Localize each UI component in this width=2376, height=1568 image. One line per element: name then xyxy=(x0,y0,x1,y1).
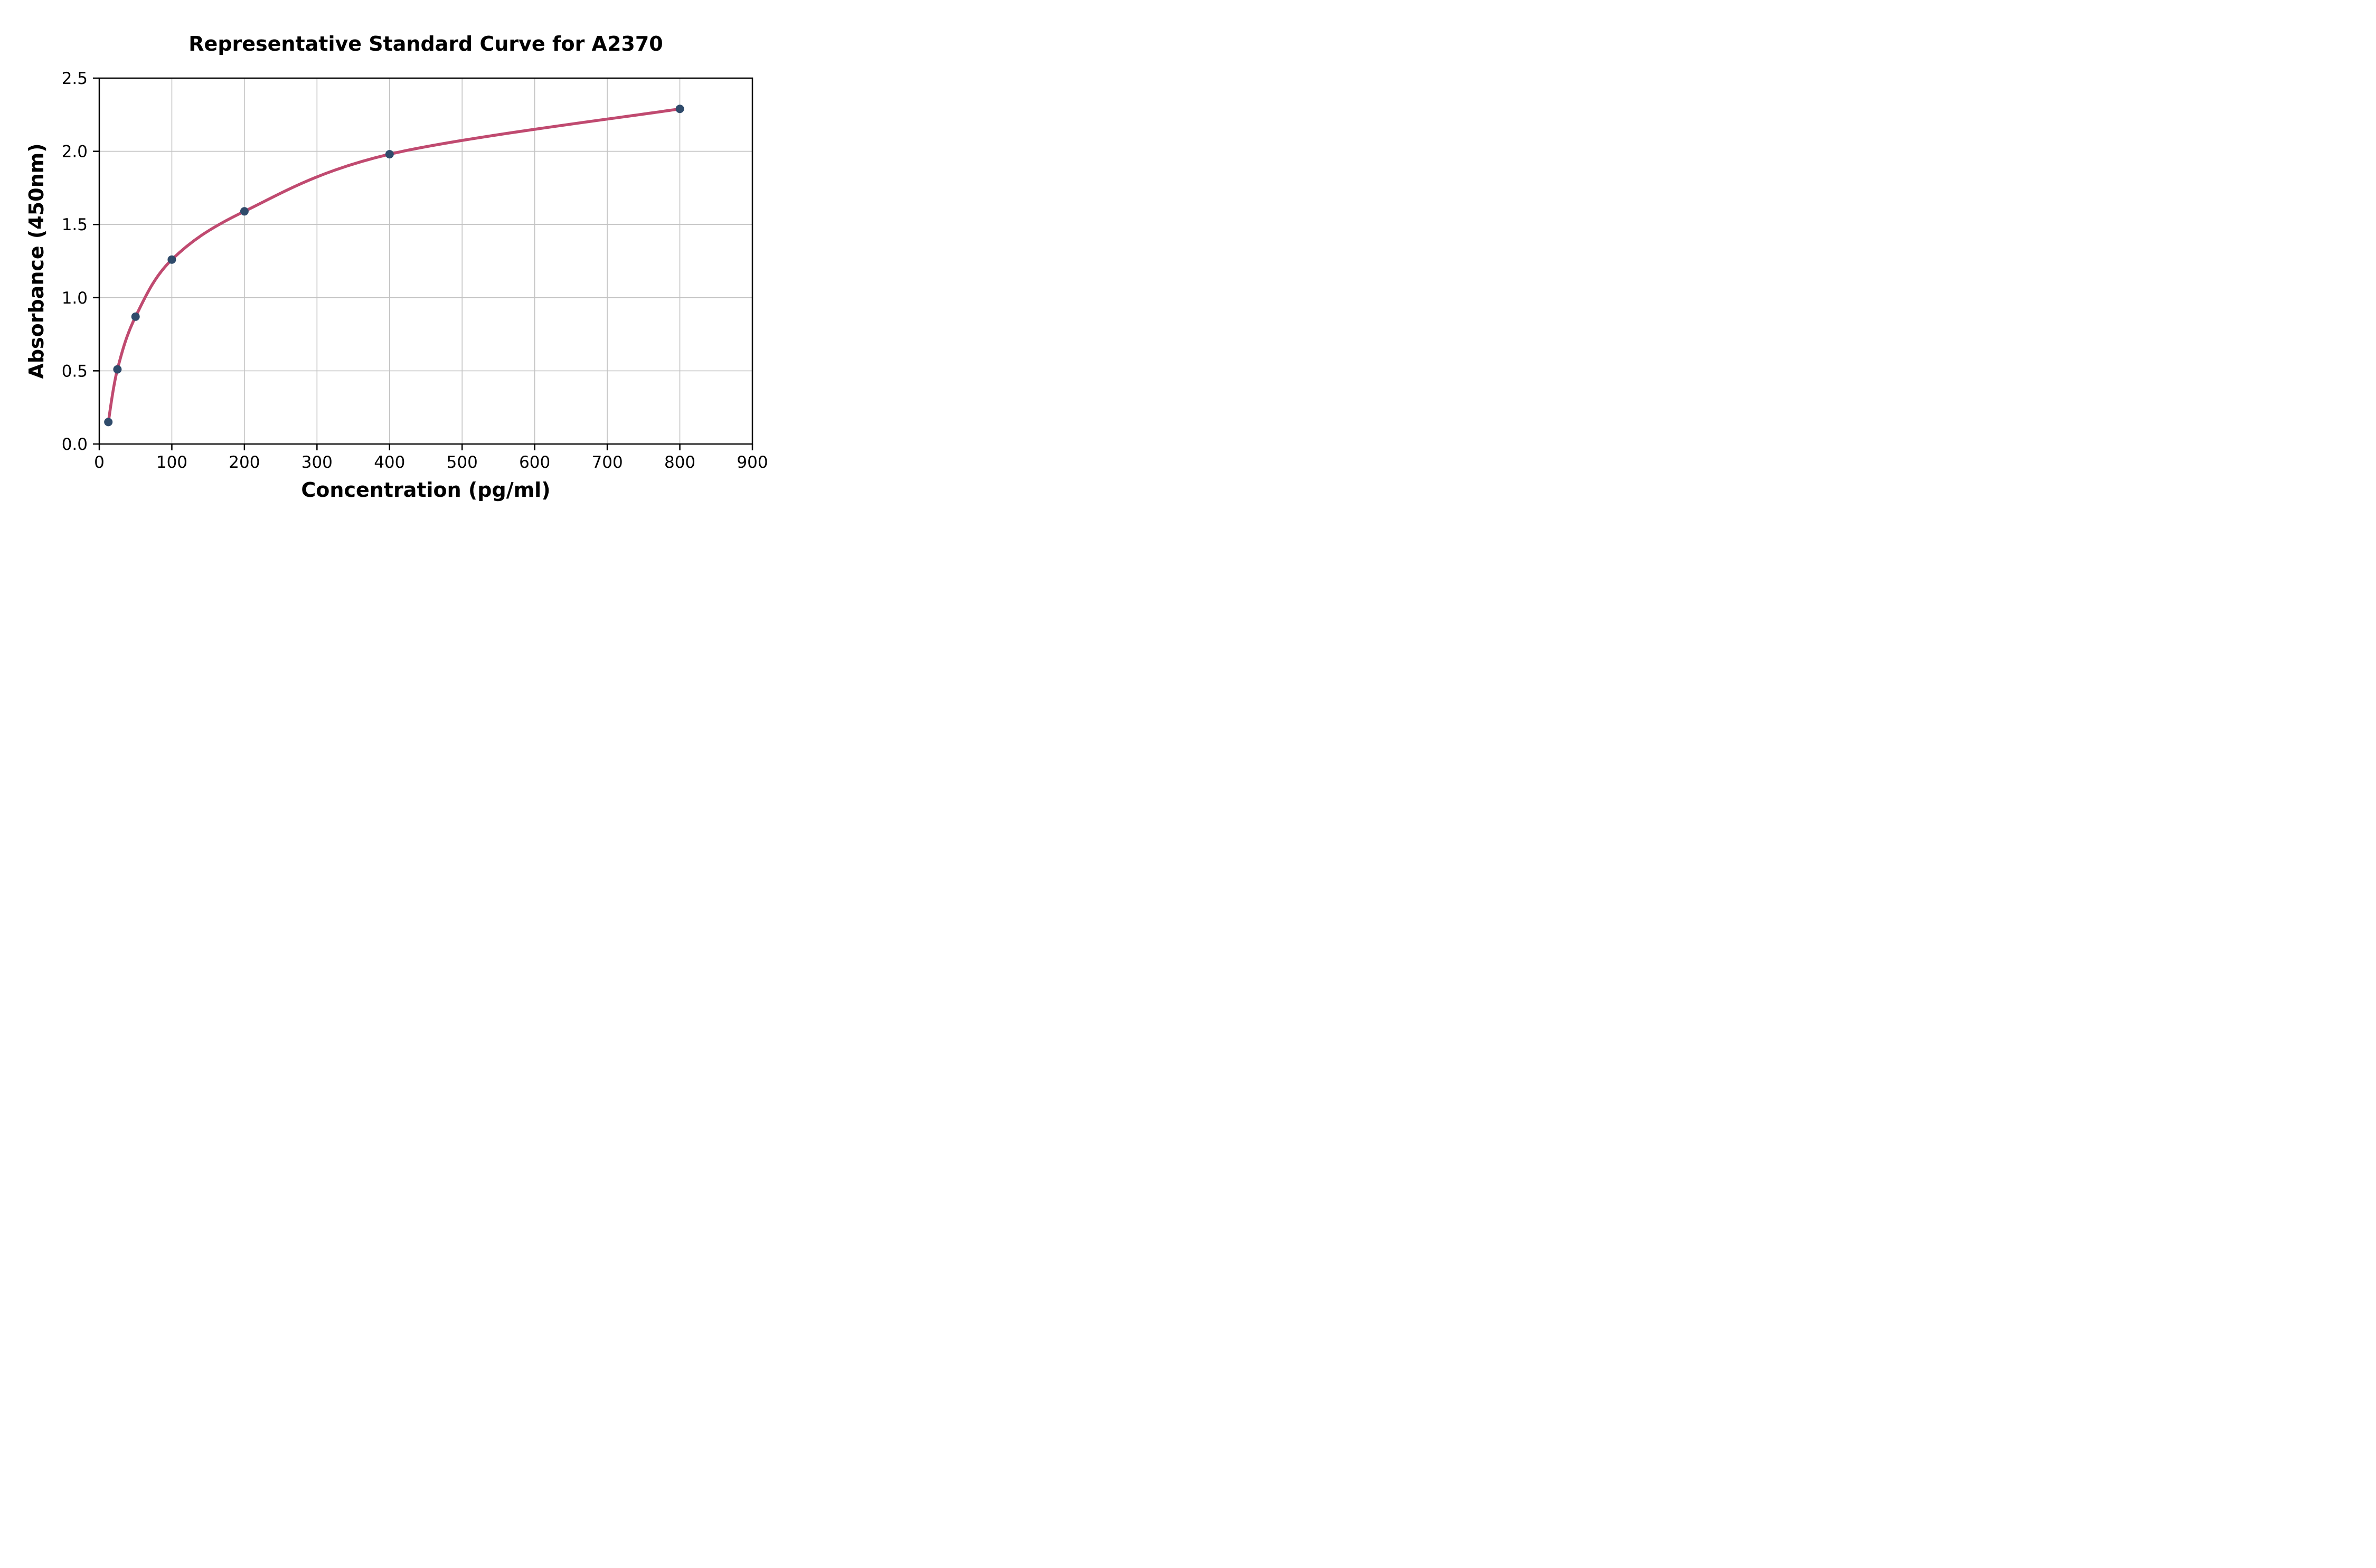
tick-marks-and-labels: 0 100 200 300 400 500 600 700 800 900 0.0 0.5 1.0 1.5… xyxy=(62,69,768,472)
x-tick-label: 800 xyxy=(664,453,695,472)
y-tick-label: 1.5 xyxy=(62,215,88,234)
x-tick-label: 300 xyxy=(301,453,333,472)
y-tick-label: 2.0 xyxy=(62,143,88,162)
x-axis-label: Concentration (pg/ml) xyxy=(301,478,550,502)
figure: 0 100 200 300 400 500 600 700 800 900 0.0 0.5 1.0 1.5… xyxy=(0,0,792,523)
y-tick-label: 1.0 xyxy=(62,289,88,308)
x-tick-label: 0 xyxy=(94,453,105,472)
axes-frame xyxy=(98,77,753,445)
plot-frame xyxy=(98,77,753,445)
data-series xyxy=(104,105,684,427)
data-point xyxy=(104,418,113,427)
x-tick-label: 700 xyxy=(592,453,623,472)
chart-title: Representative Standard Curve for A2370 xyxy=(188,32,663,55)
y-axis-label: Absorbance (450nm) xyxy=(25,143,48,379)
x-tick-label: 100 xyxy=(156,453,187,472)
data-point xyxy=(167,255,176,264)
x-tick-label: 500 xyxy=(447,453,478,472)
data-point xyxy=(131,312,140,321)
x-tick-label: 400 xyxy=(374,453,405,472)
fit-curve xyxy=(107,107,682,424)
y-tick-label: 2.5 xyxy=(62,69,88,88)
gridlines xyxy=(99,78,752,444)
y-tick-label: 0.5 xyxy=(62,362,88,381)
data-point xyxy=(240,207,249,216)
x-tick-label: 600 xyxy=(519,453,550,472)
x-tick-label: 200 xyxy=(229,453,260,472)
data-point xyxy=(385,150,394,159)
standard-curve-chart: 0 100 200 300 400 500 600 700 800 900 0.0 0.5 1.0 1.5… xyxy=(25,32,768,502)
data-point xyxy=(675,105,684,114)
data-point xyxy=(113,365,122,374)
x-tick-label: 900 xyxy=(737,453,768,472)
y-tick-label: 0.0 xyxy=(62,435,88,454)
